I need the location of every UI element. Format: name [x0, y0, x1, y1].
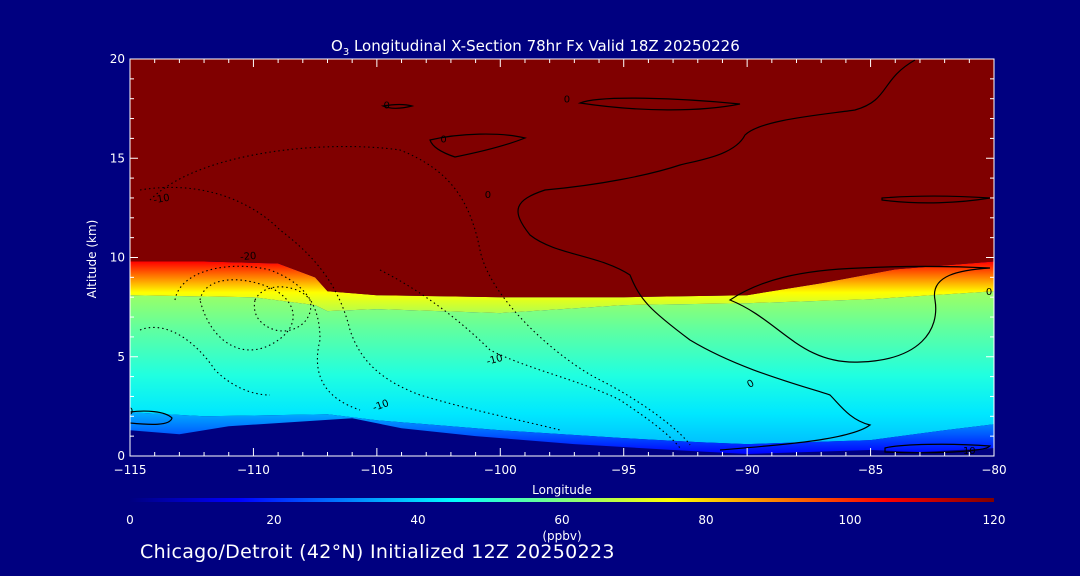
boundary-layer-field: [130, 412, 994, 454]
y-axis: 0 5 10 15 20: [110, 52, 994, 463]
contour-label: 0: [485, 190, 491, 201]
x-tick-label: −115: [114, 463, 147, 477]
contour-zero-line: [517, 59, 916, 451]
y-axis-label: Altitude (km): [85, 220, 99, 299]
contour-label: 0: [986, 287, 992, 298]
contour-label: -20: [240, 251, 257, 263]
colorbar-unit-label: (ppbv): [542, 529, 581, 543]
contour-negative-line: [139, 326, 271, 396]
contour-zero-line: [577, 97, 741, 111]
chart-title: O3 Longitudinal X-Section 78hr Fx Valid …: [331, 37, 740, 58]
y-tick-label: 20: [110, 52, 125, 66]
x-axis-label: Longitude: [532, 483, 592, 497]
x-tick-label: −100: [484, 463, 517, 477]
colorbar-tick-label: 20: [266, 513, 281, 527]
x-tick-label: −110: [237, 463, 270, 477]
contour-label: 0: [384, 101, 390, 112]
contour-label: -10: [153, 193, 171, 207]
contour-zero-line: [884, 443, 992, 454]
contour-label: 0: [127, 406, 133, 417]
contour-negative-line: [379, 269, 681, 449]
x-tick-label: −80: [981, 463, 1006, 477]
x-tick-label: −85: [858, 463, 883, 477]
contour-zero-line: [429, 133, 527, 158]
colorbar-tick-label: 100: [839, 513, 862, 527]
colorbar: [130, 498, 994, 502]
contour-negative-line: [139, 186, 561, 431]
x-tick-label: −95: [611, 463, 636, 477]
contour-label: -10: [485, 353, 504, 368]
y-tick-label: 15: [110, 151, 125, 165]
stratosphere-field: [130, 59, 994, 298]
contour-zero-line: [130, 410, 173, 426]
x-axis: −115 −110 −105 −100 −95 −90 −85 −80: [114, 59, 1007, 477]
contour-label: 0: [440, 134, 446, 145]
contour-label: 10: [963, 446, 976, 457]
footer-caption: Chicago/Detroit (42°N) Initialized 12Z 2…: [140, 541, 615, 563]
plot-area: 0 0 0 0 -10 -20 -10 -10 0 0 0 10: [127, 59, 994, 457]
x-tick-label: −90: [734, 463, 759, 477]
y-tick-label: 10: [110, 251, 125, 265]
tropopause-transition-field: [130, 261, 994, 314]
x-tick-label: −105: [360, 463, 393, 477]
colorbar-tick-label: 0: [126, 513, 134, 527]
contour-zero-line: [881, 195, 991, 204]
contour-label: 0: [745, 378, 756, 391]
colorbar-tick-label: 60: [554, 513, 569, 527]
y-tick-label: 0: [117, 449, 125, 463]
colorbar-tick-label: 80: [698, 513, 713, 527]
contour-label: 0: [564, 95, 570, 106]
colorbar-tick-label: 40: [410, 513, 425, 527]
contour-label: -10: [371, 398, 390, 414]
colorbar-ticks: 0 20 40 60 80 100 120: [126, 513, 1005, 527]
colorbar-tick-label: 120: [983, 513, 1006, 527]
contour-zero-line: [728, 265, 991, 363]
contour-zero-line: [380, 103, 415, 109]
y-tick-label: 5: [117, 350, 125, 364]
